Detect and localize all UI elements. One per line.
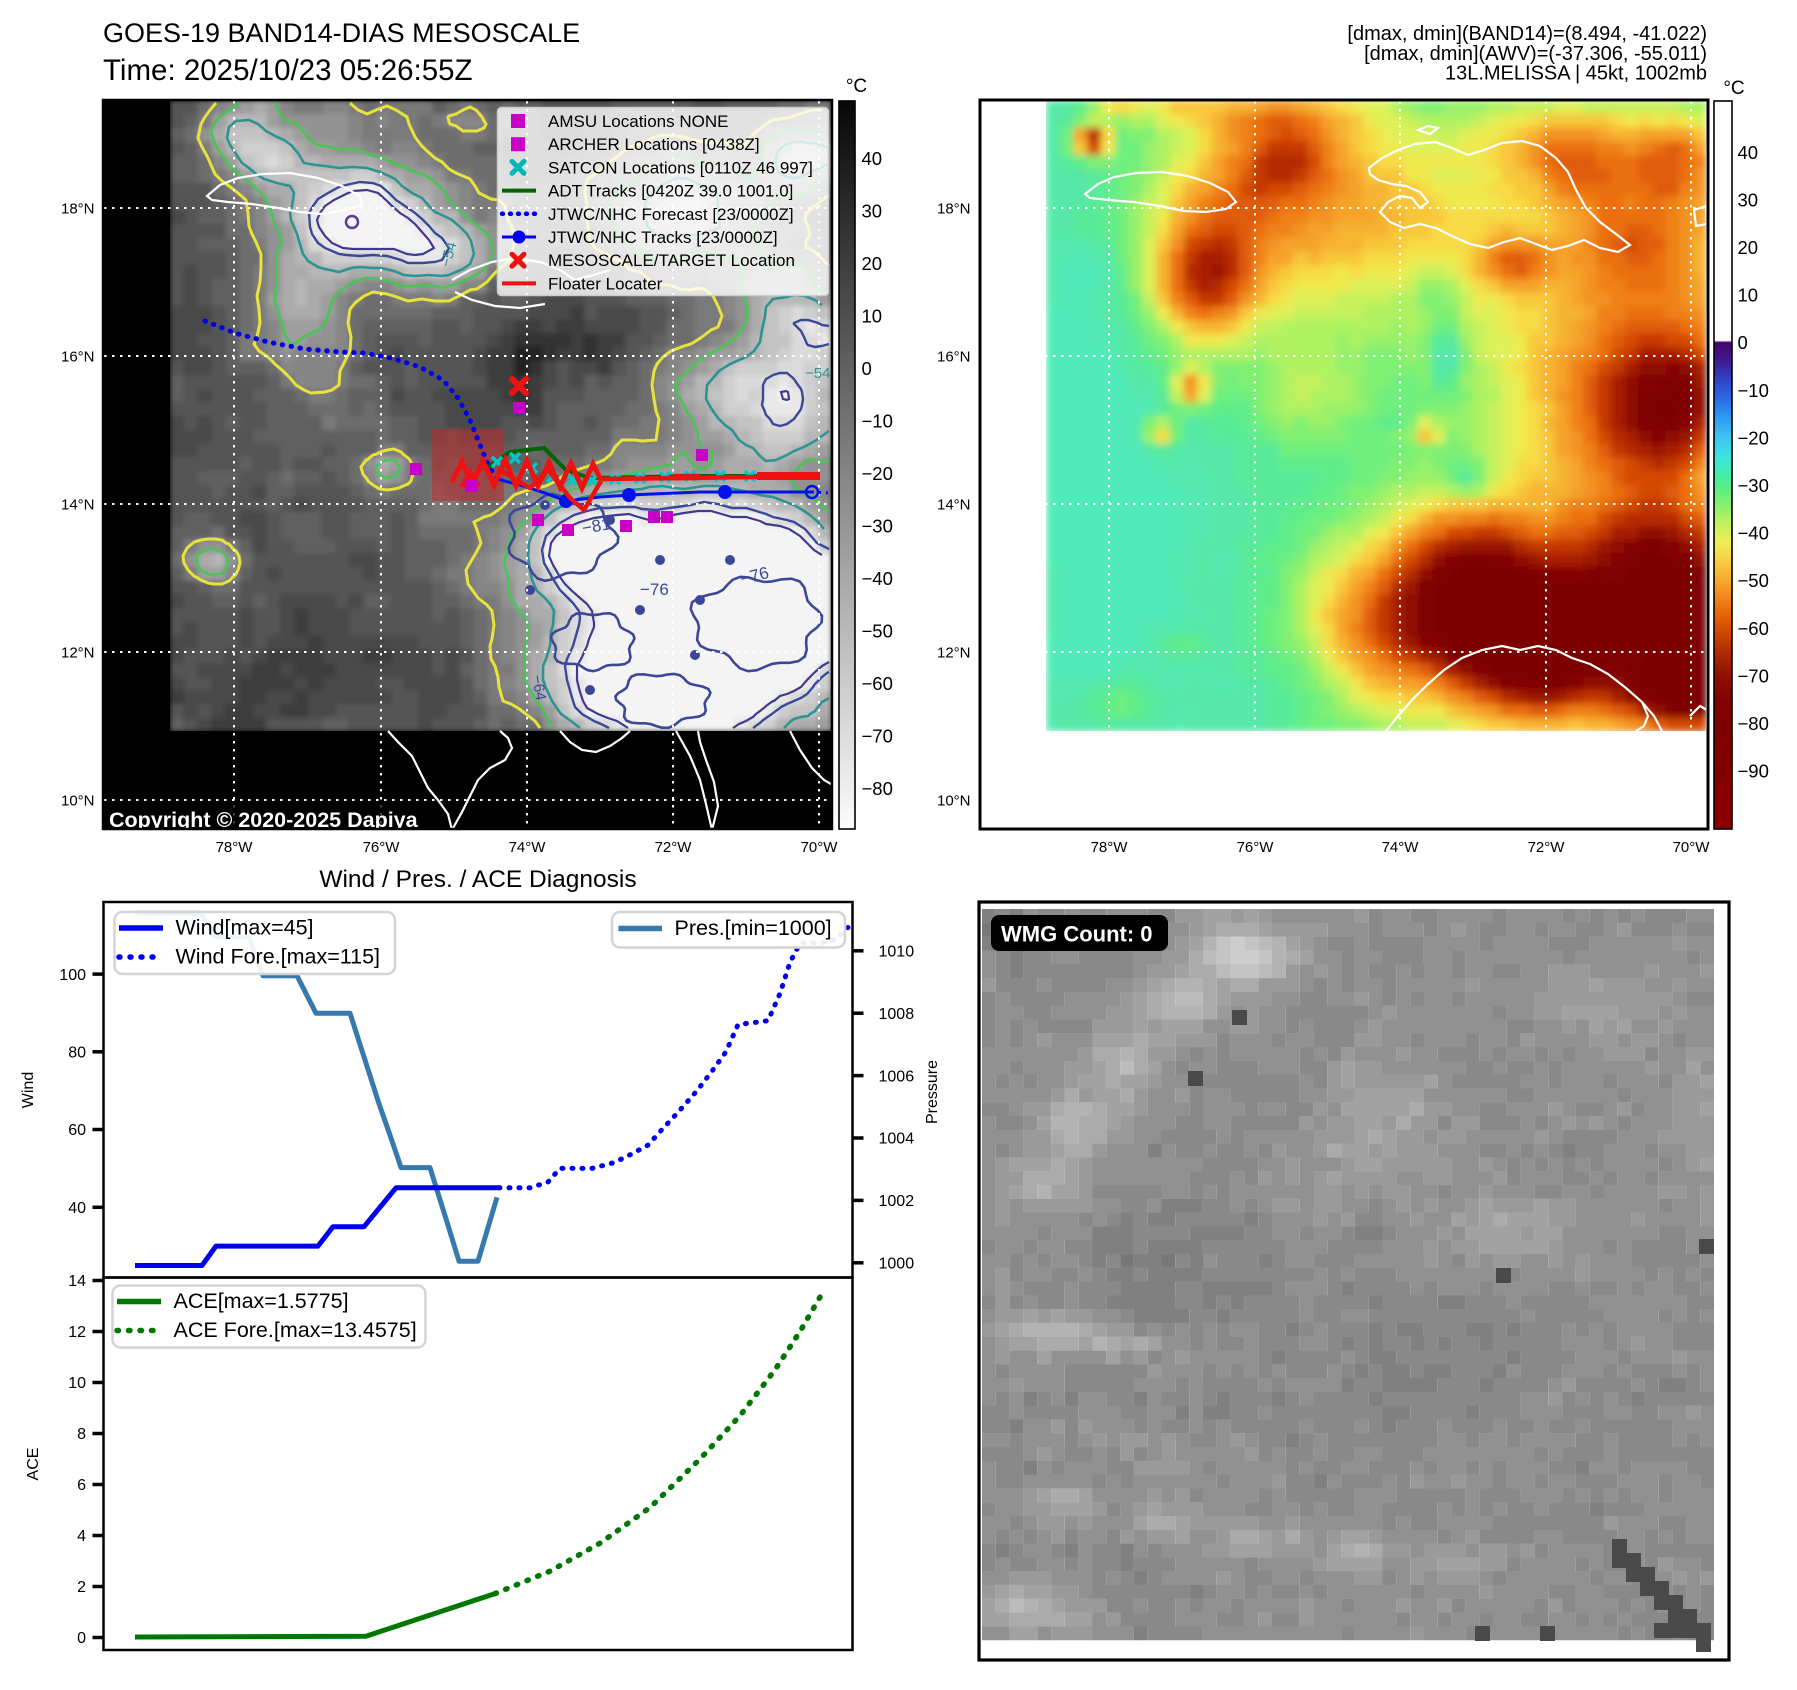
svg-text:−40: −40 bbox=[862, 568, 893, 589]
svg-text:78°W: 78°W bbox=[1091, 839, 1129, 856]
svg-text:−54: −54 bbox=[437, 240, 460, 269]
svg-text:°C: °C bbox=[1723, 78, 1744, 99]
svg-text:−76: −76 bbox=[640, 580, 669, 599]
svg-text:−70: −70 bbox=[1738, 665, 1769, 686]
svg-text:[dmax, dmin](BAND14)=(8.494, -: [dmax, dmin](BAND14)=(8.494, -41.022) bbox=[1347, 23, 1707, 45]
svg-text:12°N: 12°N bbox=[937, 644, 971, 661]
svg-text:−54: −54 bbox=[805, 365, 830, 382]
svg-text:−64: −64 bbox=[528, 674, 549, 702]
svg-text:−20: −20 bbox=[1738, 427, 1769, 448]
svg-text:10: 10 bbox=[862, 305, 883, 326]
svg-text:72°W: 72°W bbox=[655, 839, 693, 856]
svg-text:80: 80 bbox=[68, 1045, 86, 1062]
svg-text:−60: −60 bbox=[862, 673, 893, 694]
svg-text:Copyright © 2020-2025 Dapiya: Copyright © 2020-2025 Dapiya bbox=[109, 808, 419, 832]
svg-text:20: 20 bbox=[862, 253, 883, 274]
svg-text:0: 0 bbox=[77, 1630, 86, 1647]
svg-text:−20: −20 bbox=[862, 463, 893, 484]
svg-text:−81: −81 bbox=[580, 514, 612, 538]
svg-text:10°N: 10°N bbox=[937, 792, 971, 809]
svg-text:−80: −80 bbox=[862, 778, 893, 799]
svg-text:1000: 1000 bbox=[879, 1256, 915, 1273]
svg-text:16°N: 16°N bbox=[61, 348, 95, 365]
svg-text:1006: 1006 bbox=[879, 1068, 915, 1085]
svg-text:30: 30 bbox=[862, 200, 883, 221]
svg-text:ADT Tracks [0420Z 39.0 1001.0]: ADT Tracks [0420Z 39.0 1001.0] bbox=[548, 182, 793, 201]
svg-text:74°W: 74°W bbox=[509, 839, 547, 856]
svg-text:70°W: 70°W bbox=[801, 839, 839, 856]
svg-text:−40: −40 bbox=[1738, 523, 1769, 544]
svg-text:16°N: 16°N bbox=[937, 348, 971, 365]
svg-text:14°N: 14°N bbox=[937, 496, 971, 513]
svg-text:8: 8 bbox=[77, 1426, 86, 1443]
svg-text:4: 4 bbox=[77, 1528, 86, 1545]
svg-text:Wind: Wind bbox=[20, 1072, 37, 1108]
svg-text:−10: −10 bbox=[1738, 380, 1769, 401]
svg-text:74°W: 74°W bbox=[1382, 839, 1420, 856]
svg-text:0: 0 bbox=[1738, 332, 1748, 353]
svg-text:12: 12 bbox=[68, 1324, 86, 1341]
svg-text:AMSU Locations NONE: AMSU Locations NONE bbox=[548, 112, 728, 131]
svg-text:ARCHER Locations [0438Z]: ARCHER Locations [0438Z] bbox=[548, 135, 760, 154]
svg-text:GOES-19 BAND14-DIAS MESOSCALE: GOES-19 BAND14-DIAS MESOSCALE bbox=[103, 18, 580, 48]
svg-text:Wind / Pres. / ACE Diagnosis: Wind / Pres. / ACE Diagnosis bbox=[319, 866, 636, 893]
svg-text:76°W: 76°W bbox=[1237, 839, 1275, 856]
svg-text:ACE: ACE bbox=[25, 1448, 42, 1481]
svg-text:Floater Locater: Floater Locater bbox=[548, 274, 663, 293]
svg-text:Wind[max=45]: Wind[max=45] bbox=[176, 916, 314, 940]
svg-text:2: 2 bbox=[77, 1579, 86, 1596]
svg-text:ACE Fore.[max=13.4575]: ACE Fore.[max=13.4575] bbox=[174, 1318, 417, 1342]
svg-text:−70: −70 bbox=[862, 725, 893, 746]
svg-text:JTWC/NHC Forecast [23/0000Z]: JTWC/NHC Forecast [23/0000Z] bbox=[548, 205, 794, 224]
svg-text:40: 40 bbox=[862, 148, 883, 169]
svg-text:6: 6 bbox=[77, 1477, 86, 1494]
svg-text:Wind Fore.[max=115]: Wind Fore.[max=115] bbox=[176, 945, 381, 969]
svg-text:−80: −80 bbox=[1738, 713, 1769, 734]
svg-text:10°N: 10°N bbox=[61, 792, 95, 809]
svg-text:1010: 1010 bbox=[879, 944, 915, 961]
svg-text:WMG Count: 0: WMG Count: 0 bbox=[1001, 922, 1153, 947]
svg-text:72°W: 72°W bbox=[1528, 839, 1566, 856]
svg-text:40: 40 bbox=[1738, 142, 1759, 163]
svg-text:ACE[max=1.5775]: ACE[max=1.5775] bbox=[174, 1289, 349, 1313]
svg-text:14: 14 bbox=[68, 1273, 86, 1290]
svg-text:Pres.[min=1000]: Pres.[min=1000] bbox=[675, 916, 832, 940]
svg-text:−50: −50 bbox=[1738, 570, 1769, 591]
svg-text:JTWC/NHC Tracks [23/0000Z]: JTWC/NHC Tracks [23/0000Z] bbox=[548, 228, 778, 247]
svg-text:−30: −30 bbox=[862, 515, 893, 536]
svg-text:−90: −90 bbox=[1738, 761, 1769, 782]
svg-text:100: 100 bbox=[59, 967, 86, 984]
svg-text:0: 0 bbox=[862, 358, 872, 379]
svg-text:1008: 1008 bbox=[879, 1006, 915, 1023]
svg-text:SATCON Locations [0110Z 46 997: SATCON Locations [0110Z 46 997] bbox=[548, 158, 813, 177]
svg-text:−60: −60 bbox=[1738, 618, 1769, 639]
svg-text:14°N: 14°N bbox=[61, 496, 95, 513]
svg-text:°C: °C bbox=[846, 76, 867, 97]
svg-text:−10: −10 bbox=[862, 410, 893, 431]
svg-text:40: 40 bbox=[68, 1200, 86, 1217]
svg-text:1002: 1002 bbox=[879, 1193, 915, 1210]
svg-text:70°W: 70°W bbox=[1673, 839, 1711, 856]
svg-text:60: 60 bbox=[68, 1122, 86, 1139]
svg-text:Time: 2025/10/23 05:26:55Z: Time: 2025/10/23 05:26:55Z bbox=[103, 54, 473, 87]
svg-text:78°W: 78°W bbox=[216, 839, 254, 856]
svg-text:18°N: 18°N bbox=[937, 200, 971, 217]
svg-text:30: 30 bbox=[1738, 189, 1759, 210]
svg-text:18°N: 18°N bbox=[61, 200, 95, 217]
svg-text:Pressure: Pressure bbox=[924, 1060, 941, 1124]
svg-text:1004: 1004 bbox=[879, 1131, 915, 1148]
svg-text:MESOSCALE/TARGET Location: MESOSCALE/TARGET Location bbox=[548, 251, 795, 270]
svg-text:10: 10 bbox=[1738, 285, 1759, 306]
svg-text:[dmax, dmin](AWV)=(-37.306, -5: [dmax, dmin](AWV)=(-37.306, -55.011) bbox=[1364, 43, 1707, 65]
svg-text:12°N: 12°N bbox=[61, 644, 95, 661]
svg-text:20: 20 bbox=[1738, 237, 1759, 258]
svg-text:−30: −30 bbox=[1738, 475, 1769, 496]
svg-text:76°W: 76°W bbox=[363, 839, 401, 856]
svg-text:−50: −50 bbox=[862, 620, 893, 641]
svg-text:13L.MELISSA | 45kt, 1002mb: 13L.MELISSA | 45kt, 1002mb bbox=[1445, 63, 1707, 85]
svg-text:10: 10 bbox=[68, 1375, 86, 1392]
